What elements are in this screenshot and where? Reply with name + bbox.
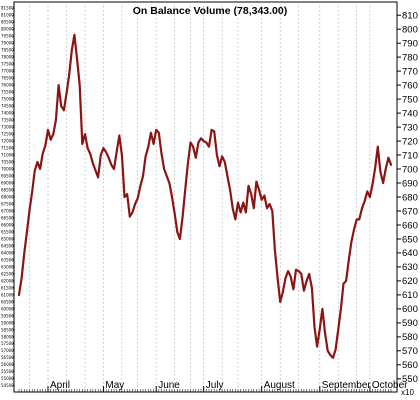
right-tick-label: 690 xyxy=(402,178,418,189)
x-tick-label: May xyxy=(105,380,124,391)
right-tick-label: 780 xyxy=(402,52,418,63)
left-tick-label: 55000 xyxy=(1,376,14,381)
left-tick-label: 57500 xyxy=(1,341,14,346)
right-tick-label: 700 xyxy=(402,164,418,175)
left-tick-label: 72500 xyxy=(1,132,14,137)
left-tick-label: 78500 xyxy=(1,48,14,53)
left-tick-label: 56000 xyxy=(1,362,14,367)
right-tick-label: 800 xyxy=(402,25,418,36)
left-tick-label: 62500 xyxy=(1,271,14,276)
right-tick-label: 730 xyxy=(402,122,418,133)
left-tick-label: 80500 xyxy=(1,20,14,25)
left-tick-label: 80000 xyxy=(1,27,14,32)
right-tick-label: 710 xyxy=(402,150,418,161)
right-tick-label: 790 xyxy=(402,39,418,50)
left-tick-label: 65000 xyxy=(1,236,14,241)
left-tick-label: 73000 xyxy=(1,125,14,130)
x-axis: April May June July August September October xyxy=(18,380,408,392)
left-tick-label: 75500 xyxy=(1,90,14,95)
right-tick-label: 740 xyxy=(402,108,418,119)
x-tick-label: August xyxy=(264,380,295,391)
left-tick-label: 67500 xyxy=(1,201,14,206)
left-tick-label: 79500 xyxy=(1,34,14,39)
left-tick-label: 58500 xyxy=(1,327,14,332)
left-tick-label: 61500 xyxy=(1,285,14,290)
left-tick-label: 75000 xyxy=(1,97,14,102)
left-tick-label: 77000 xyxy=(1,69,14,74)
left-tick-label: 68500 xyxy=(1,187,14,192)
right-tick-label: 560 xyxy=(402,360,418,371)
right-tick-label: 750 xyxy=(402,94,418,105)
left-tick-label: 62000 xyxy=(1,278,14,283)
right-tick-label: 670 xyxy=(402,206,418,217)
right-tick-label: 640 xyxy=(402,248,418,259)
series-layer xyxy=(17,33,393,359)
x-tick-label: September xyxy=(322,380,372,391)
left-tick-label: 73500 xyxy=(1,118,14,123)
obv-line xyxy=(17,33,393,359)
x-tick-label: October xyxy=(372,380,408,391)
left-tick-label: 64000 xyxy=(1,250,14,255)
x-tick-label: June xyxy=(158,380,180,391)
left-tick-label: 77500 xyxy=(1,62,14,67)
right-tick-label: 590 xyxy=(402,318,418,329)
left-axis: 81500 81000 80500 80000 79500 79000 78500 78000… xyxy=(1,6,14,389)
left-tick-label: 71000 xyxy=(1,152,14,157)
left-tick-label: 76500 xyxy=(1,76,14,81)
left-tick-label: 57000 xyxy=(1,348,14,353)
left-tick-label: 63500 xyxy=(1,257,14,262)
right-axis: 810 800 790 780 770 760 750 740 730 720 710 700 690 6… xyxy=(397,11,418,385)
left-tick-label: 61000 xyxy=(1,292,14,297)
left-tick-label: 78000 xyxy=(1,55,14,60)
left-tick-label: 74500 xyxy=(1,104,14,109)
left-tick-label: 81000 xyxy=(1,13,14,18)
left-tick-label: 69000 xyxy=(1,180,14,185)
right-tick-label: 550 xyxy=(402,374,418,385)
x-tick-label: July xyxy=(206,380,224,391)
left-tick-label: 70500 xyxy=(1,159,14,164)
grid-layer xyxy=(29,2,371,392)
right-tick-label: 810 xyxy=(402,11,418,22)
right-tick-label: 650 xyxy=(402,234,418,245)
left-tick-label: 70000 xyxy=(1,166,14,171)
left-tick-label: 56500 xyxy=(1,355,14,360)
right-tick-label: 600 xyxy=(402,304,418,315)
left-tick-label: 79000 xyxy=(1,41,14,46)
left-tick-label: 69500 xyxy=(1,173,14,178)
left-tick-label: 66000 xyxy=(1,222,14,227)
left-tick-label: 65500 xyxy=(1,229,14,234)
left-tick-label: 81500 xyxy=(1,6,14,11)
right-tick-label: 660 xyxy=(402,220,418,231)
right-tick-label: 760 xyxy=(402,80,418,91)
left-tick-label: 63000 xyxy=(1,264,14,269)
left-tick-label: 58000 xyxy=(1,334,14,339)
chart-title: On Balance Volume (78,343.00) xyxy=(133,5,287,17)
left-tick-label: 72000 xyxy=(1,139,14,144)
left-tick-label: 59000 xyxy=(1,320,14,325)
right-tick-label: 630 xyxy=(402,262,418,273)
left-tick-label: 64500 xyxy=(1,243,14,248)
axis-multiplier: x10 xyxy=(401,388,414,397)
left-tick-label: 76000 xyxy=(1,83,14,88)
x-tick-label: April xyxy=(50,380,70,391)
right-tick-label: 610 xyxy=(402,290,418,301)
left-tick-label: 54500 xyxy=(1,383,14,388)
left-tick-label: 68000 xyxy=(1,194,14,199)
right-tick-label: 720 xyxy=(402,136,418,147)
left-tick-label: 66500 xyxy=(1,215,14,220)
right-tick-label: 680 xyxy=(402,192,418,203)
left-tick-label: 60500 xyxy=(1,299,14,304)
right-tick-label: 620 xyxy=(402,276,418,287)
right-tick-label: 570 xyxy=(402,346,418,357)
left-tick-label: 59500 xyxy=(1,313,14,318)
right-tick-label: 580 xyxy=(402,332,418,343)
left-tick-label: 74000 xyxy=(1,111,14,116)
left-tick-label: 55500 xyxy=(1,369,14,374)
left-tick-label: 60000 xyxy=(1,306,14,311)
left-tick-label: 67000 xyxy=(1,208,14,213)
left-tick-label: 71500 xyxy=(1,146,14,151)
right-tick-label: 770 xyxy=(402,66,418,77)
